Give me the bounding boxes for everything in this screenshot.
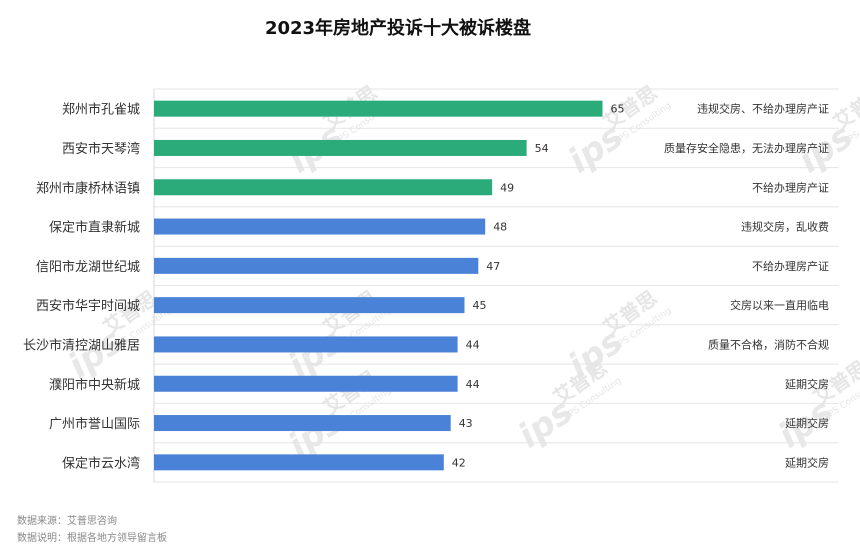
bar (154, 415, 451, 432)
complaint-note: 违规交房、不给办理房产证 (697, 102, 829, 116)
value-label: 44 (466, 338, 480, 351)
source-note: 数据来源：艾普思咨询 数据说明：根据各地方领导留言板 (17, 513, 167, 547)
category-label: 西安市天琴湾 (62, 141, 140, 157)
data-note-line: 数据说明：根据各地方领导留言板 (17, 533, 167, 544)
bar (154, 297, 465, 314)
value-label: 43 (459, 417, 473, 430)
value-label: 49 (500, 181, 514, 194)
category-label: 广州市誉山国际 (49, 416, 140, 432)
category-label: 濮阳市中央新城 (49, 377, 140, 393)
complaint-note: 质量存安全隐患，无法办理房产证 (664, 141, 829, 155)
complaint-note: 不给办理房产证 (752, 259, 829, 273)
value-label: 65 (611, 103, 625, 116)
complaint-note: 延期交房 (785, 455, 829, 469)
value-label: 47 (486, 260, 500, 273)
source-line: 数据来源：艾普思咨询 (17, 516, 117, 527)
value-label: 44 (466, 378, 480, 391)
bar (154, 139, 527, 156)
bar (154, 336, 458, 353)
value-label: 42 (452, 456, 466, 469)
category-label: 郑州市康桥林语镇 (36, 180, 140, 196)
category-label: 保定市云水湾 (62, 455, 140, 471)
value-label: 45 (473, 299, 487, 312)
bar (154, 454, 444, 471)
bar (154, 257, 479, 274)
category-label: 郑州市孔雀城 (62, 102, 140, 118)
complaint-note: 延期交房 (785, 416, 829, 430)
bar (154, 100, 603, 117)
complaint-note: 延期交房 (785, 377, 829, 391)
chart-gridlines (154, 88, 839, 483)
category-label: 信阳市龙湖世纪城 (36, 259, 140, 275)
bar (154, 179, 493, 196)
category-label: 西安市华宇时间城 (36, 298, 140, 314)
bar (154, 375, 458, 392)
chart-title: 2023年房地产投诉十大被诉楼盘 (264, 18, 532, 39)
complaint-note: 不给办理房产证 (752, 180, 829, 194)
category-label: 长沙市清控湖山雅居 (23, 337, 140, 353)
value-label: 48 (493, 221, 507, 234)
complaint-note: 交房以来一直用临电 (730, 298, 829, 312)
complaint-note: 违规交房，乱收费 (741, 220, 829, 234)
bar (154, 218, 486, 235)
category-label: 保定市直隶新城 (49, 220, 140, 236)
complaint-note: 质量不合格，消防不合规 (708, 337, 829, 351)
value-label: 54 (535, 142, 549, 155)
